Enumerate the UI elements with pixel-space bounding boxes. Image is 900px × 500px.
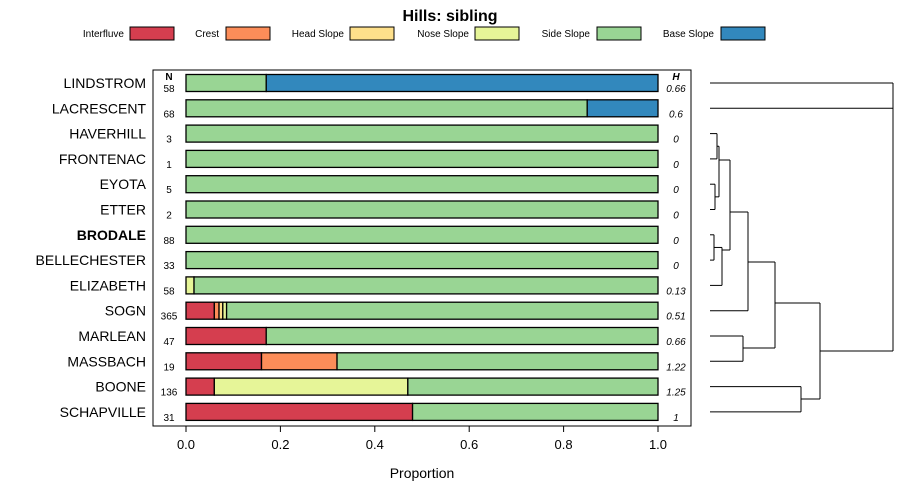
bar-segment-elizabeth-nose-slope (185, 276, 195, 295)
legend-label-crest: Crest (195, 29, 219, 40)
row-label-bellechester: BELLECHESTER (36, 252, 146, 268)
bar-segment-massbach-interfluve (185, 352, 263, 371)
bar-segment-boone-interfluve (185, 377, 215, 396)
legend-swatch-interfluve (129, 26, 175, 41)
bar-segment-elizabeth-side-slope (193, 276, 659, 295)
row-label-sogn: SOGN (105, 303, 146, 319)
n-value-lacrescent: 68 (163, 109, 175, 120)
n-value-frontenac: 1 (166, 160, 172, 171)
bar-segment-sogn-side-slope (225, 301, 659, 320)
legend-label-base-slope: Base Slope (663, 29, 715, 40)
legend-swatch-base-slope (720, 26, 766, 41)
bar-segment-schapville-interfluve (185, 402, 414, 422)
bar-segment-sogn-crest (213, 301, 220, 320)
bar-segment-boone-side-slope (407, 377, 659, 396)
legend-label-nose-slope: Nose Slope (417, 29, 469, 40)
h-value-marlean: 0.66 (666, 337, 686, 348)
bar-segment-lindstrom-side-slope (185, 73, 267, 93)
x-tick-label: 0.8 (555, 437, 573, 452)
h-value-etter: 0 (673, 211, 679, 222)
n-value-etter: 2 (166, 211, 172, 222)
x-axis: 0.0 0.2 0.4 0.6 0.8 1.0 (177, 426, 667, 452)
row-label-etter: ETTER (100, 202, 146, 218)
x-tick-label: 0.4 (366, 437, 384, 452)
h-header: H (672, 72, 680, 83)
row-label-schapville: SCHAPVILLE (60, 404, 146, 420)
h-value-haverhill: 0 (673, 135, 679, 146)
n-value-marlean: 47 (163, 337, 175, 348)
bar-segment-frontenac-side-slope (185, 149, 659, 169)
row-label-lacrescent: LACRESCENT (52, 100, 147, 116)
legend-swatch-nose-slope (474, 26, 520, 41)
bar-segment-brodale-side-slope (185, 225, 659, 244)
row-label-lindstrom: LINDSTROM (64, 75, 146, 91)
x-tick-label: 0.0 (177, 437, 195, 452)
h-value-massbach: 1.22 (666, 362, 686, 373)
bar-segment-marlean-interfluve (185, 326, 267, 346)
bar-segment-massbach-crest (260, 352, 338, 371)
row-label-elizabeth: ELIZABETH (70, 277, 146, 293)
n-value-elizabeth: 58 (163, 286, 175, 297)
h-value-eyota: 0 (673, 185, 679, 196)
row-label-boone: BOONE (95, 379, 146, 395)
bar-segment-marlean-side-slope (265, 326, 659, 346)
legend-label-head-slope: Head Slope (292, 29, 345, 40)
legend-label-side-slope: Side Slope (542, 29, 591, 40)
row-label-eyota: EYOTA (100, 176, 147, 192)
n-value-haverhill: 3 (166, 135, 172, 146)
bar-segment-boone-nose-slope (213, 377, 409, 396)
legend: Interfluve Crest Head Slope Nose Slope Side … (83, 26, 766, 41)
n-value-eyota: 5 (166, 185, 172, 196)
h-value-lacrescent: 0.6 (669, 109, 683, 120)
row-label-brodale: BRODALE (77, 227, 146, 243)
h-value-brodale: 0 (673, 236, 679, 247)
legend-swatch-side-slope (596, 26, 642, 41)
h-value-boone: 1.25 (666, 388, 686, 399)
bar-segment-lindstrom-base-slope (265, 73, 659, 93)
row-label-massbach: MASSBACH (67, 353, 146, 369)
h-value-frontenac: 0 (673, 160, 679, 171)
n-value-schapville: 31 (163, 413, 175, 424)
n-value-boone: 136 (161, 388, 178, 399)
bar-segment-bellechester-side-slope (185, 250, 659, 270)
bar-segment-lacrescent-base-slope (586, 99, 659, 118)
plot-panel (152, 69, 692, 427)
x-tick-label: 1.0 (649, 437, 667, 452)
h-value-sogn: 0.51 (666, 312, 685, 323)
x-tick-label: 0.2 (271, 437, 289, 452)
legend-swatch-crest (225, 26, 271, 41)
rows: LINDSTROM 58 0.66 LACRESCENT 68 0.6 HAVERHILL 3… (36, 73, 686, 424)
chart-title: Hills: sibling (402, 8, 497, 25)
n-value-lindstrom: 58 (163, 84, 175, 95)
n-value-massbach: 19 (163, 362, 175, 373)
h-value-schapville: 1 (673, 413, 679, 424)
n-value-sogn: 365 (161, 312, 178, 323)
n-value-bellechester: 33 (163, 261, 175, 272)
row-label-marlean: MARLEAN (78, 328, 146, 344)
h-value-elizabeth: 0.13 (666, 286, 686, 297)
h-value-lindstrom: 0.66 (666, 84, 686, 95)
bar-segment-lacrescent-side-slope (185, 99, 588, 118)
row-label-haverhill: HAVERHILL (69, 126, 146, 142)
legend-swatch-head-slope (349, 26, 395, 41)
row-label-frontenac: FRONTENAC (59, 151, 146, 167)
n-value-brodale: 88 (163, 236, 175, 247)
bar-segment-haverhill-side-slope (185, 124, 659, 143)
bar-segment-etter-side-slope (185, 200, 659, 219)
n-header: N (165, 72, 172, 83)
x-tick-label: 0.6 (460, 437, 478, 452)
bar-segment-massbach-side-slope (336, 352, 659, 371)
bar-segment-schapville-side-slope (411, 402, 659, 422)
bar-segment-eyota-side-slope (185, 175, 659, 194)
bar-segment-sogn-interfluve (185, 301, 215, 320)
x-axis-title: Proportion (390, 465, 455, 481)
legend-label-interfluve: Interfluve (83, 29, 125, 40)
h-value-bellechester: 0 (673, 261, 679, 272)
dendrogram (710, 82, 894, 413)
